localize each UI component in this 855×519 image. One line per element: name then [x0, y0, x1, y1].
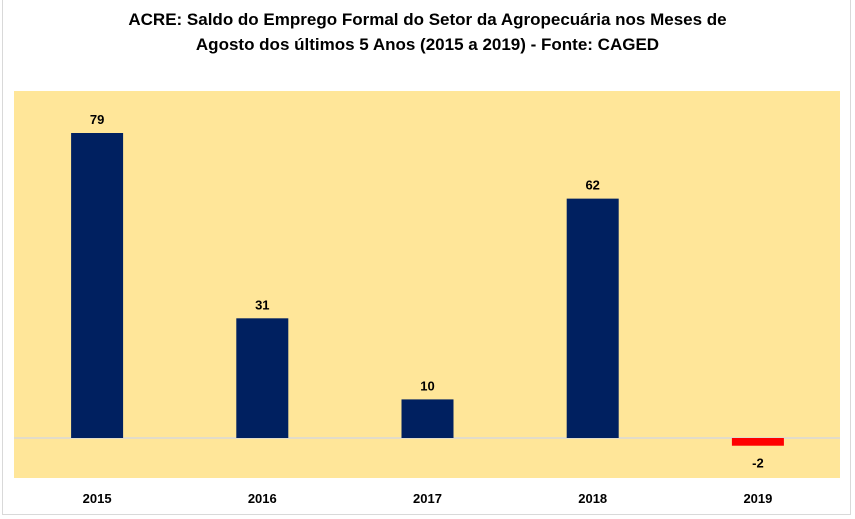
bar-2016 [236, 318, 289, 438]
x-tick-label-2018: 2018 [578, 491, 607, 506]
chart-title-line-2: Agosto dos últimos 5 Anos (2015 a 2019) … [195, 35, 660, 54]
chart-title: ACRE: Saldo do Emprego Formal do Setor d… [0, 7, 855, 57]
chart-title-line-1: ACRE: Saldo do Emprego Formal do Setor d… [128, 10, 727, 29]
bar-2015 [71, 133, 124, 438]
x-tick-label-2019: 2019 [743, 491, 772, 506]
x-tick-label-2016: 2016 [248, 491, 277, 506]
bar-2018 [566, 198, 619, 438]
data-label-2016: 31 [255, 297, 269, 312]
data-label-2019: -2 [752, 456, 764, 471]
bar-2019 [731, 438, 784, 446]
x-tick-label-2015: 2015 [83, 491, 112, 506]
data-label-2015: 79 [90, 112, 104, 127]
data-label-2018: 62 [585, 178, 599, 193]
x-tick-label-2017: 2017 [413, 491, 442, 506]
data-label-2017: 10 [420, 378, 434, 393]
bar-2017 [401, 399, 454, 438]
